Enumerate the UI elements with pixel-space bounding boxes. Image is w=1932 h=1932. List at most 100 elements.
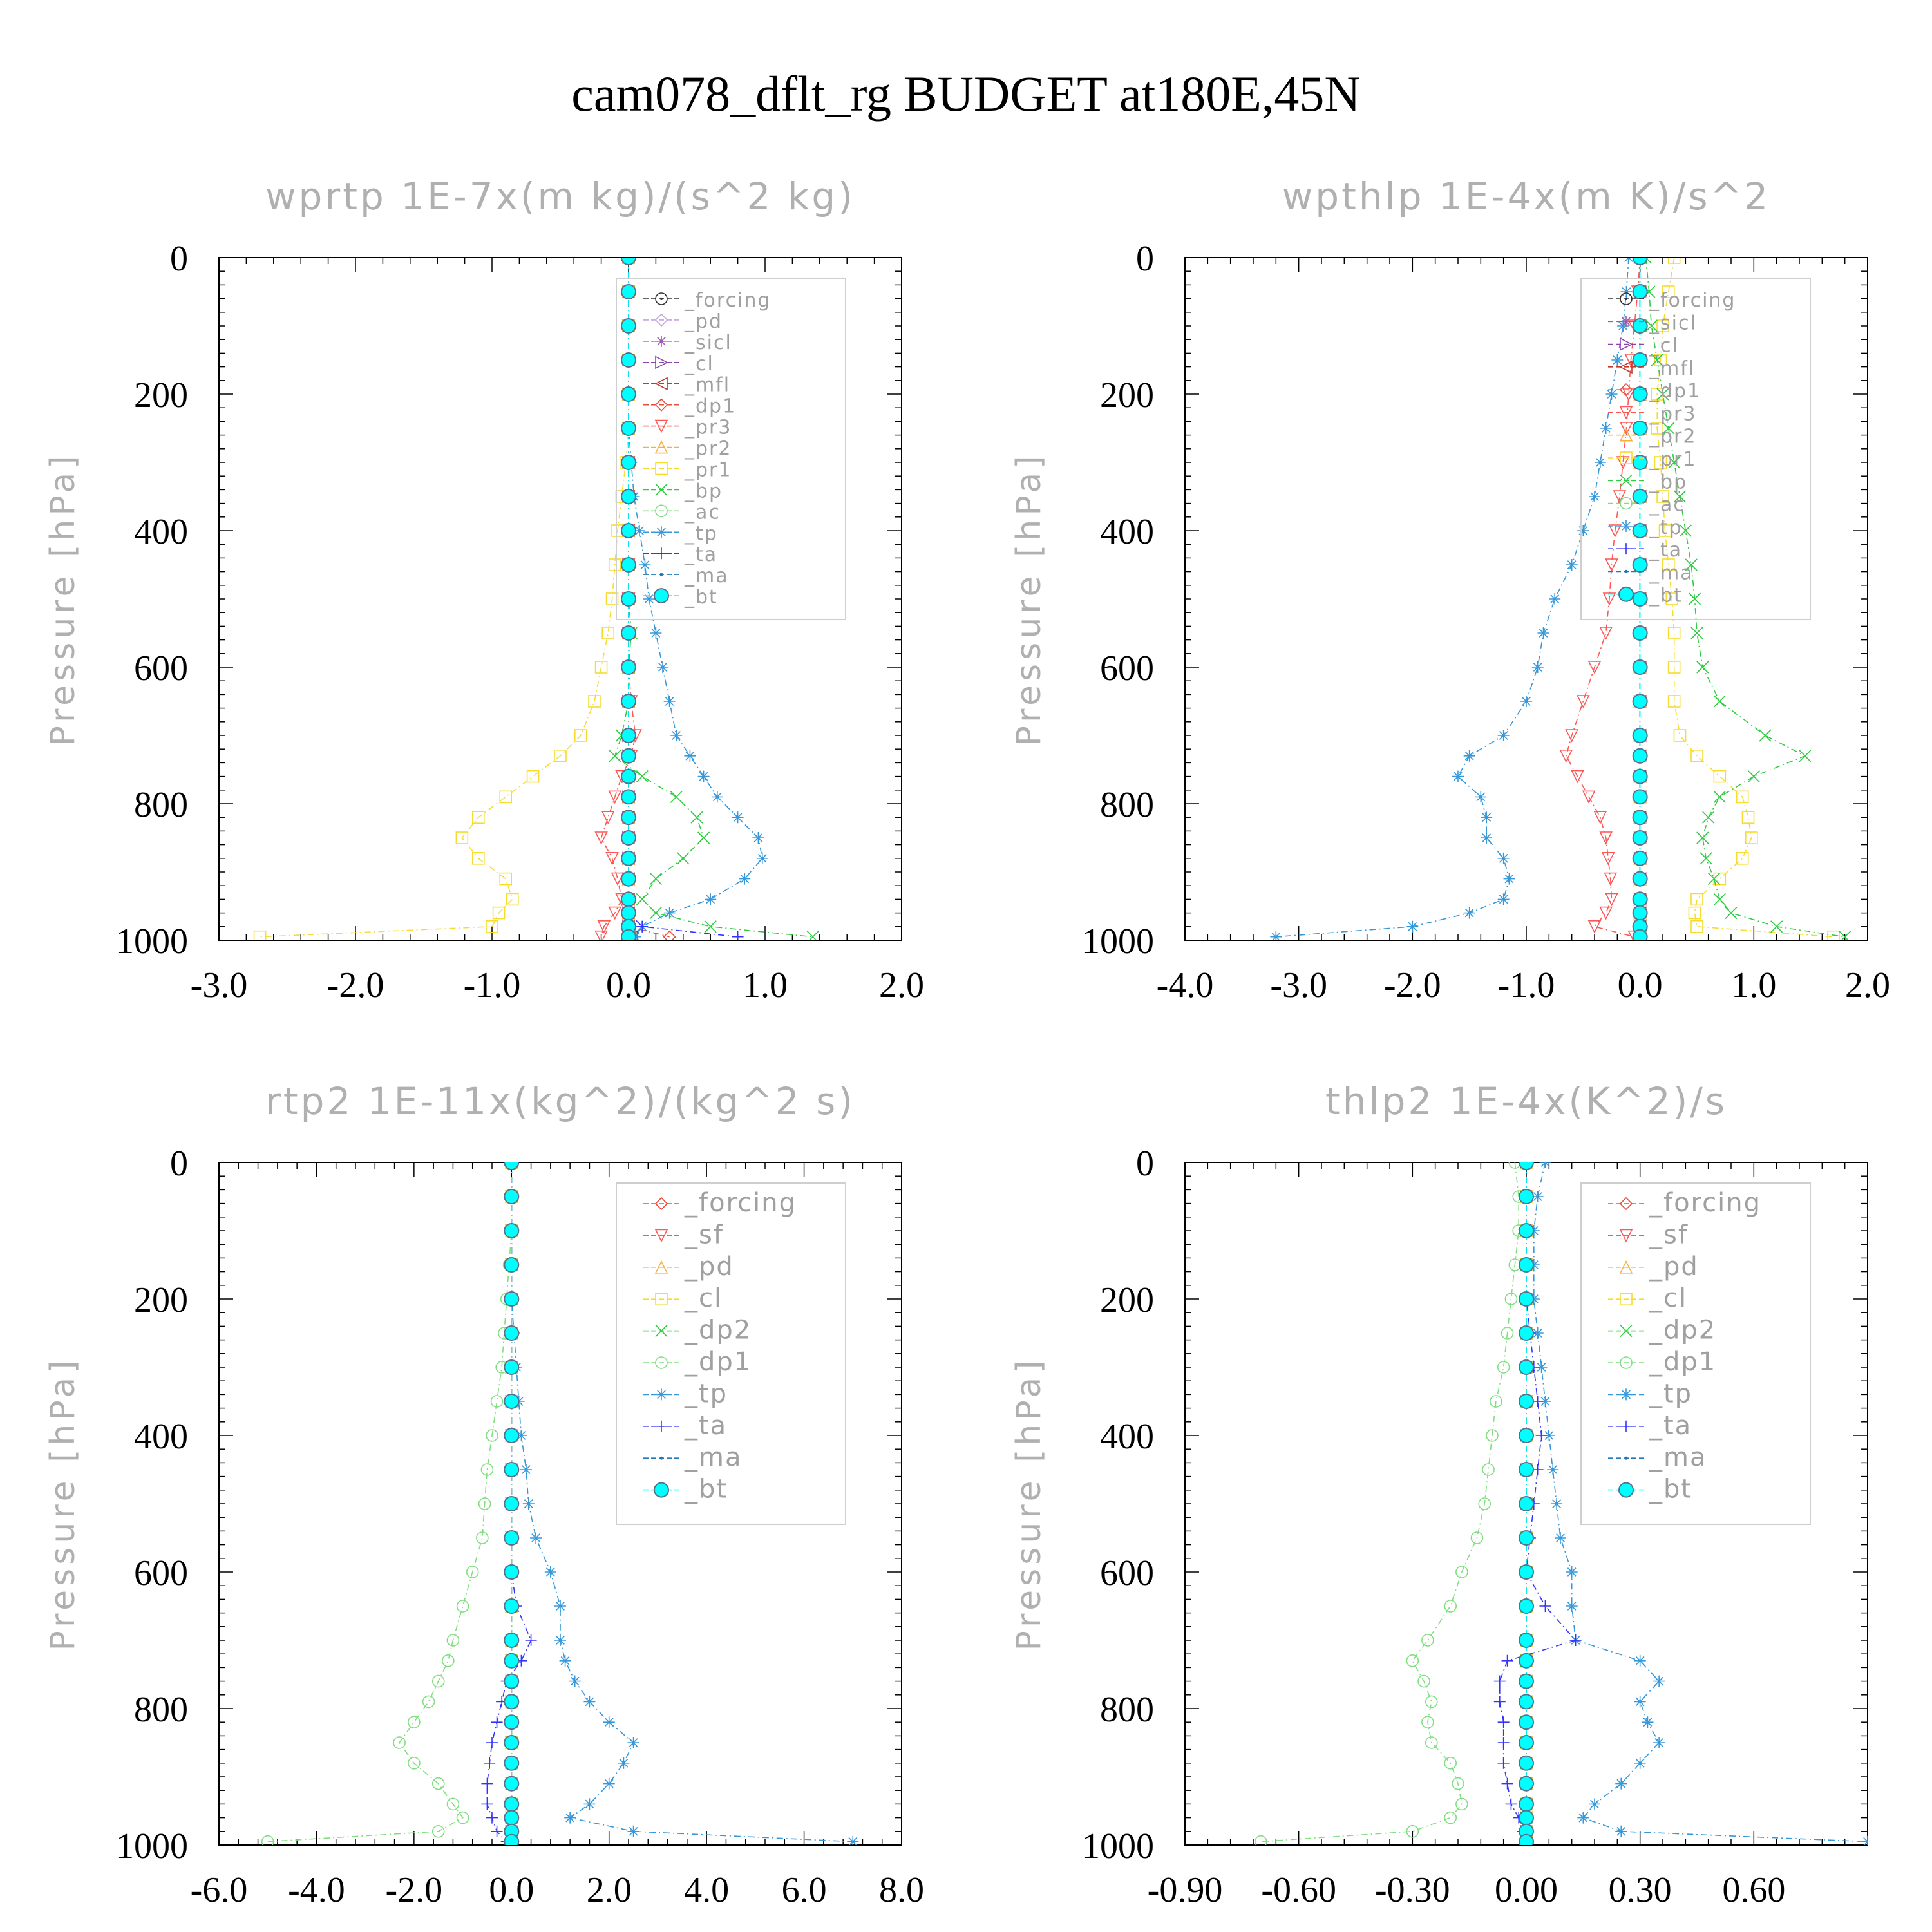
data-point — [1478, 1497, 1492, 1510]
data-point — [654, 1482, 669, 1498]
data-point — [1535, 1361, 1548, 1373]
x-tick-label: 4.0 — [684, 1870, 729, 1910]
data-point — [515, 1430, 527, 1441]
data-point — [431, 1674, 445, 1688]
data-point — [1566, 559, 1578, 571]
data-point — [481, 1777, 493, 1790]
legend-label: _ma — [1649, 1443, 1707, 1472]
data-point — [1519, 1810, 1534, 1826]
data-point — [1617, 320, 1629, 332]
data-point — [1632, 455, 1648, 470]
legend-label: _pd — [684, 310, 723, 333]
data-point — [697, 831, 710, 844]
data-point — [1725, 907, 1738, 920]
legend-box — [616, 1182, 846, 1525]
data-point — [559, 1654, 571, 1667]
data-point — [663, 907, 676, 919]
data-point — [732, 931, 744, 940]
data-point — [504, 1394, 520, 1409]
series-bp — [1639, 258, 1852, 940]
data-point — [1589, 1798, 1600, 1810]
data-point — [1508, 1162, 1522, 1169]
data-point — [649, 873, 662, 886]
data-point — [1425, 1736, 1438, 1749]
data-point — [663, 930, 676, 940]
data-point — [601, 627, 615, 639]
data-point — [1519, 1694, 1534, 1710]
data-point — [1620, 1356, 1633, 1369]
data-point — [1622, 388, 1636, 401]
data-point — [1619, 1197, 1633, 1211]
data-point — [1425, 1695, 1438, 1709]
data-point — [1577, 1812, 1589, 1824]
data-point — [1632, 789, 1648, 805]
data-point — [1615, 1825, 1627, 1837]
legend-box — [616, 278, 846, 620]
data-point — [1688, 592, 1701, 605]
data-point — [621, 523, 636, 538]
data-point — [442, 1654, 455, 1667]
data-point — [504, 1564, 520, 1580]
data-point — [544, 1566, 556, 1578]
legend: _forcing_sicl_cl_mfl_dp1_pr3_pr2_pr1_bp_… — [1580, 278, 1811, 620]
data-point — [1632, 625, 1648, 641]
data-point — [1620, 497, 1633, 510]
data-point — [1634, 1654, 1646, 1667]
data-point — [1254, 1835, 1267, 1845]
legend-label: _bp — [684, 480, 723, 502]
x-tick-label: 0.0 — [489, 1870, 534, 1910]
chart-panel-1: wprtp 1E-7x(m kg)/(s^2 kg) Pressure [hPa]… — [44, 175, 924, 1005]
data-point — [847, 1835, 859, 1845]
data-point — [1270, 931, 1282, 940]
data-point — [594, 930, 608, 940]
data-point — [657, 661, 668, 673]
data-point — [1406, 920, 1419, 933]
x-tick-label: -0.30 — [1375, 1870, 1450, 1910]
y-tick-label: 200 — [134, 375, 188, 415]
legend-label: _ma — [1649, 562, 1694, 584]
data-point — [636, 770, 649, 783]
panels: wprtp 1E-7x(m kg)/(s^2 kg) Pressure [hPa]… — [44, 175, 1890, 1910]
data-point — [654, 398, 668, 412]
data-point — [621, 591, 636, 607]
legend-box — [1580, 1182, 1811, 1525]
series-line — [1276, 258, 1629, 938]
data-point — [654, 419, 668, 433]
legend-label: _pd — [684, 1252, 734, 1282]
data-point — [1632, 905, 1648, 921]
data-point — [1493, 1696, 1506, 1708]
data-point — [621, 850, 636, 866]
data-point — [1632, 421, 1648, 436]
series-line — [1645, 258, 1845, 938]
data-point — [1519, 1162, 1534, 1170]
legend-label: _dp1 — [1649, 380, 1701, 402]
data-point — [605, 592, 619, 605]
data-point — [486, 1429, 498, 1442]
data-point — [1632, 284, 1648, 299]
data-point — [1839, 931, 1852, 940]
y-tick-label: 1000 — [116, 1826, 188, 1866]
data-point — [677, 852, 690, 865]
legend-label: _ac — [684, 501, 721, 524]
data-point — [1519, 1735, 1534, 1750]
data-point — [608, 906, 622, 920]
data-point — [605, 852, 619, 866]
legend-label: _bt — [1649, 585, 1683, 607]
data-point — [1599, 906, 1613, 920]
legend-label: _cl — [684, 1283, 723, 1313]
data-point — [1620, 422, 1633, 435]
data-point — [654, 1229, 668, 1243]
data-point — [621, 768, 636, 784]
legend-label: _dp1 — [684, 395, 736, 418]
data-point — [756, 852, 768, 864]
data-point — [504, 1755, 520, 1771]
data-point — [1519, 1776, 1534, 1792]
data-point — [1696, 831, 1709, 844]
series-pr3 — [1559, 258, 1645, 940]
legend-label: _forcing — [1649, 289, 1736, 312]
data-point — [1406, 1654, 1419, 1667]
data-point — [1620, 337, 1633, 351]
data-point — [1632, 258, 1648, 265]
legend-label: _sicl — [1649, 312, 1697, 334]
